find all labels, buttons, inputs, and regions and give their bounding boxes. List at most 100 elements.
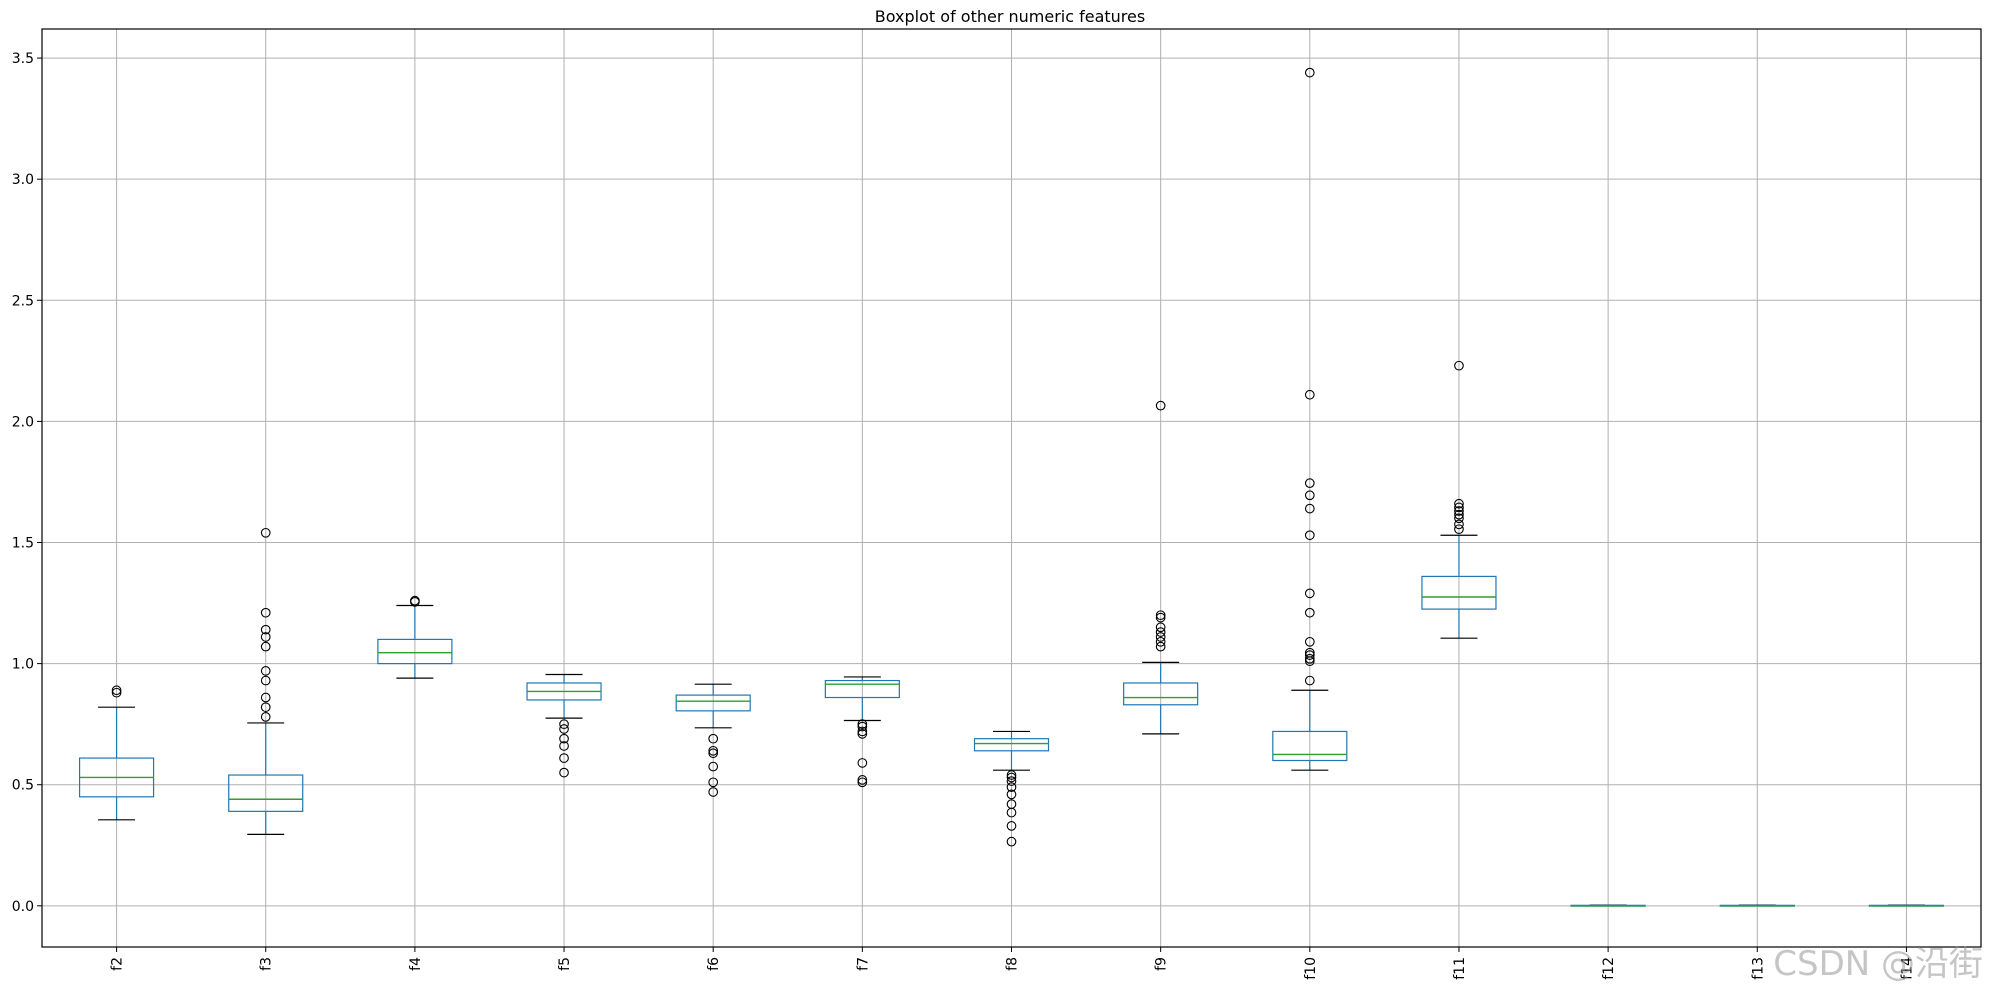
flier-point: [260, 624, 271, 635]
x-axis-ticks: f2 f3 f4 f5 f6 f7 f8 f9 f10 f11 f12 f13 f14: [110, 947, 1915, 980]
x-tick-label: f11: [1452, 957, 1468, 980]
box-f3: [228, 527, 304, 835]
flier-point: [1454, 498, 1464, 509]
flier-point: [1155, 641, 1166, 652]
flier-point: [1304, 588, 1315, 599]
x-tick-label: f7: [855, 957, 871, 971]
flier-point: [1454, 502, 1464, 513]
flier-point: [1304, 490, 1315, 501]
y-tick-label: 2.5: [12, 293, 34, 309]
flier-point: [1304, 389, 1315, 400]
flier-point: [1454, 509, 1464, 520]
box-f8: [973, 730, 1050, 847]
x-tick-label: f3: [259, 957, 275, 971]
flier-point: [1155, 610, 1166, 621]
flier-point: [559, 741, 569, 751]
x-tick-label: f8: [1005, 957, 1021, 971]
box-body: [675, 694, 751, 712]
flier-point: [260, 675, 271, 686]
flier-point: [1006, 789, 1017, 800]
box-f4: [377, 595, 453, 679]
y-tick-label: 1.0: [12, 657, 34, 673]
flier-point: [857, 777, 868, 788]
box-body: [377, 638, 453, 665]
flier-point: [708, 787, 719, 797]
grid-lines: [42, 29, 1981, 947]
flier-point: [260, 632, 271, 642]
flier-point: [559, 724, 569, 734]
flier-point: [1304, 607, 1315, 618]
x-tick-label: f14: [1899, 957, 1915, 980]
flier-point: [1304, 653, 1315, 664]
flier-point: [1006, 799, 1017, 809]
flier-point: [1304, 650, 1315, 660]
box-body: [1272, 730, 1348, 762]
box-f12: [1570, 904, 1646, 907]
y-tick-label: 3.5: [12, 51, 34, 67]
flier-point: [857, 721, 868, 732]
boxes-group: [78, 67, 1945, 907]
flier-point: [1304, 647, 1315, 658]
flier-point: [1006, 836, 1017, 847]
flier-point: [857, 758, 868, 768]
box-f9: [1123, 400, 1199, 735]
flier-point: [708, 745, 719, 756]
x-tick-label: f10: [1303, 957, 1319, 980]
flier-point: [1006, 772, 1017, 783]
flier-point: [708, 761, 719, 772]
flier-point: [1304, 675, 1315, 686]
flier-point: [1304, 530, 1315, 541]
flier-point: [260, 712, 271, 722]
flier-point: [1155, 632, 1166, 642]
chart-title: Boxplot of other numeric features: [875, 7, 1145, 26]
box-body: [228, 774, 304, 812]
x-tick-label: f13: [1750, 957, 1766, 980]
flier-point: [111, 685, 122, 696]
flier-point: [857, 728, 868, 739]
x-tick-label: f12: [1601, 957, 1617, 980]
flier-point: [559, 753, 569, 763]
flier-point: [1304, 503, 1315, 514]
flier-point: [260, 692, 271, 703]
box-body: [1123, 682, 1199, 706]
flier-point: [1454, 513, 1464, 524]
flier-point: [260, 702, 271, 713]
y-tick-label: 3.0: [12, 172, 34, 188]
y-tick-label: 1.5: [12, 535, 34, 551]
flier-point: [1006, 776, 1017, 786]
box-body: [973, 738, 1050, 752]
x-tick-label: f4: [408, 957, 424, 971]
flier-point: [260, 527, 271, 538]
flier-point: [1304, 67, 1315, 78]
flier-point: [857, 719, 868, 730]
flier-point: [1304, 478, 1315, 489]
box-f5: [526, 673, 602, 778]
flier-point: [559, 733, 569, 744]
box-body: [824, 679, 900, 699]
flier-point: [708, 733, 719, 744]
flier-point: [111, 687, 122, 698]
box-f10: [1272, 67, 1348, 771]
box-f7: [824, 676, 900, 788]
box-f2: [78, 685, 155, 821]
x-tick-label: f9: [1154, 957, 1170, 971]
flier-point: [1006, 782, 1017, 792]
box-body: [1421, 575, 1497, 610]
flier-point: [1454, 506, 1464, 516]
flier-point: [1006, 770, 1017, 780]
flier-point: [708, 777, 719, 788]
flier-point: [410, 595, 420, 606]
flier-point: [1454, 524, 1464, 535]
box-f11: [1421, 360, 1497, 639]
flier-point: [260, 666, 271, 676]
flier-point: [1006, 821, 1017, 831]
x-tick-label: f6: [706, 957, 722, 971]
y-tick-label: 0.0: [12, 899, 34, 915]
box-f14: [1868, 904, 1945, 907]
flier-point: [1454, 360, 1464, 371]
flier-point: [1155, 627, 1166, 637]
flier-point: [559, 767, 569, 778]
x-tick-label: f5: [557, 957, 573, 971]
y-tick-label: 2.0: [12, 414, 34, 430]
